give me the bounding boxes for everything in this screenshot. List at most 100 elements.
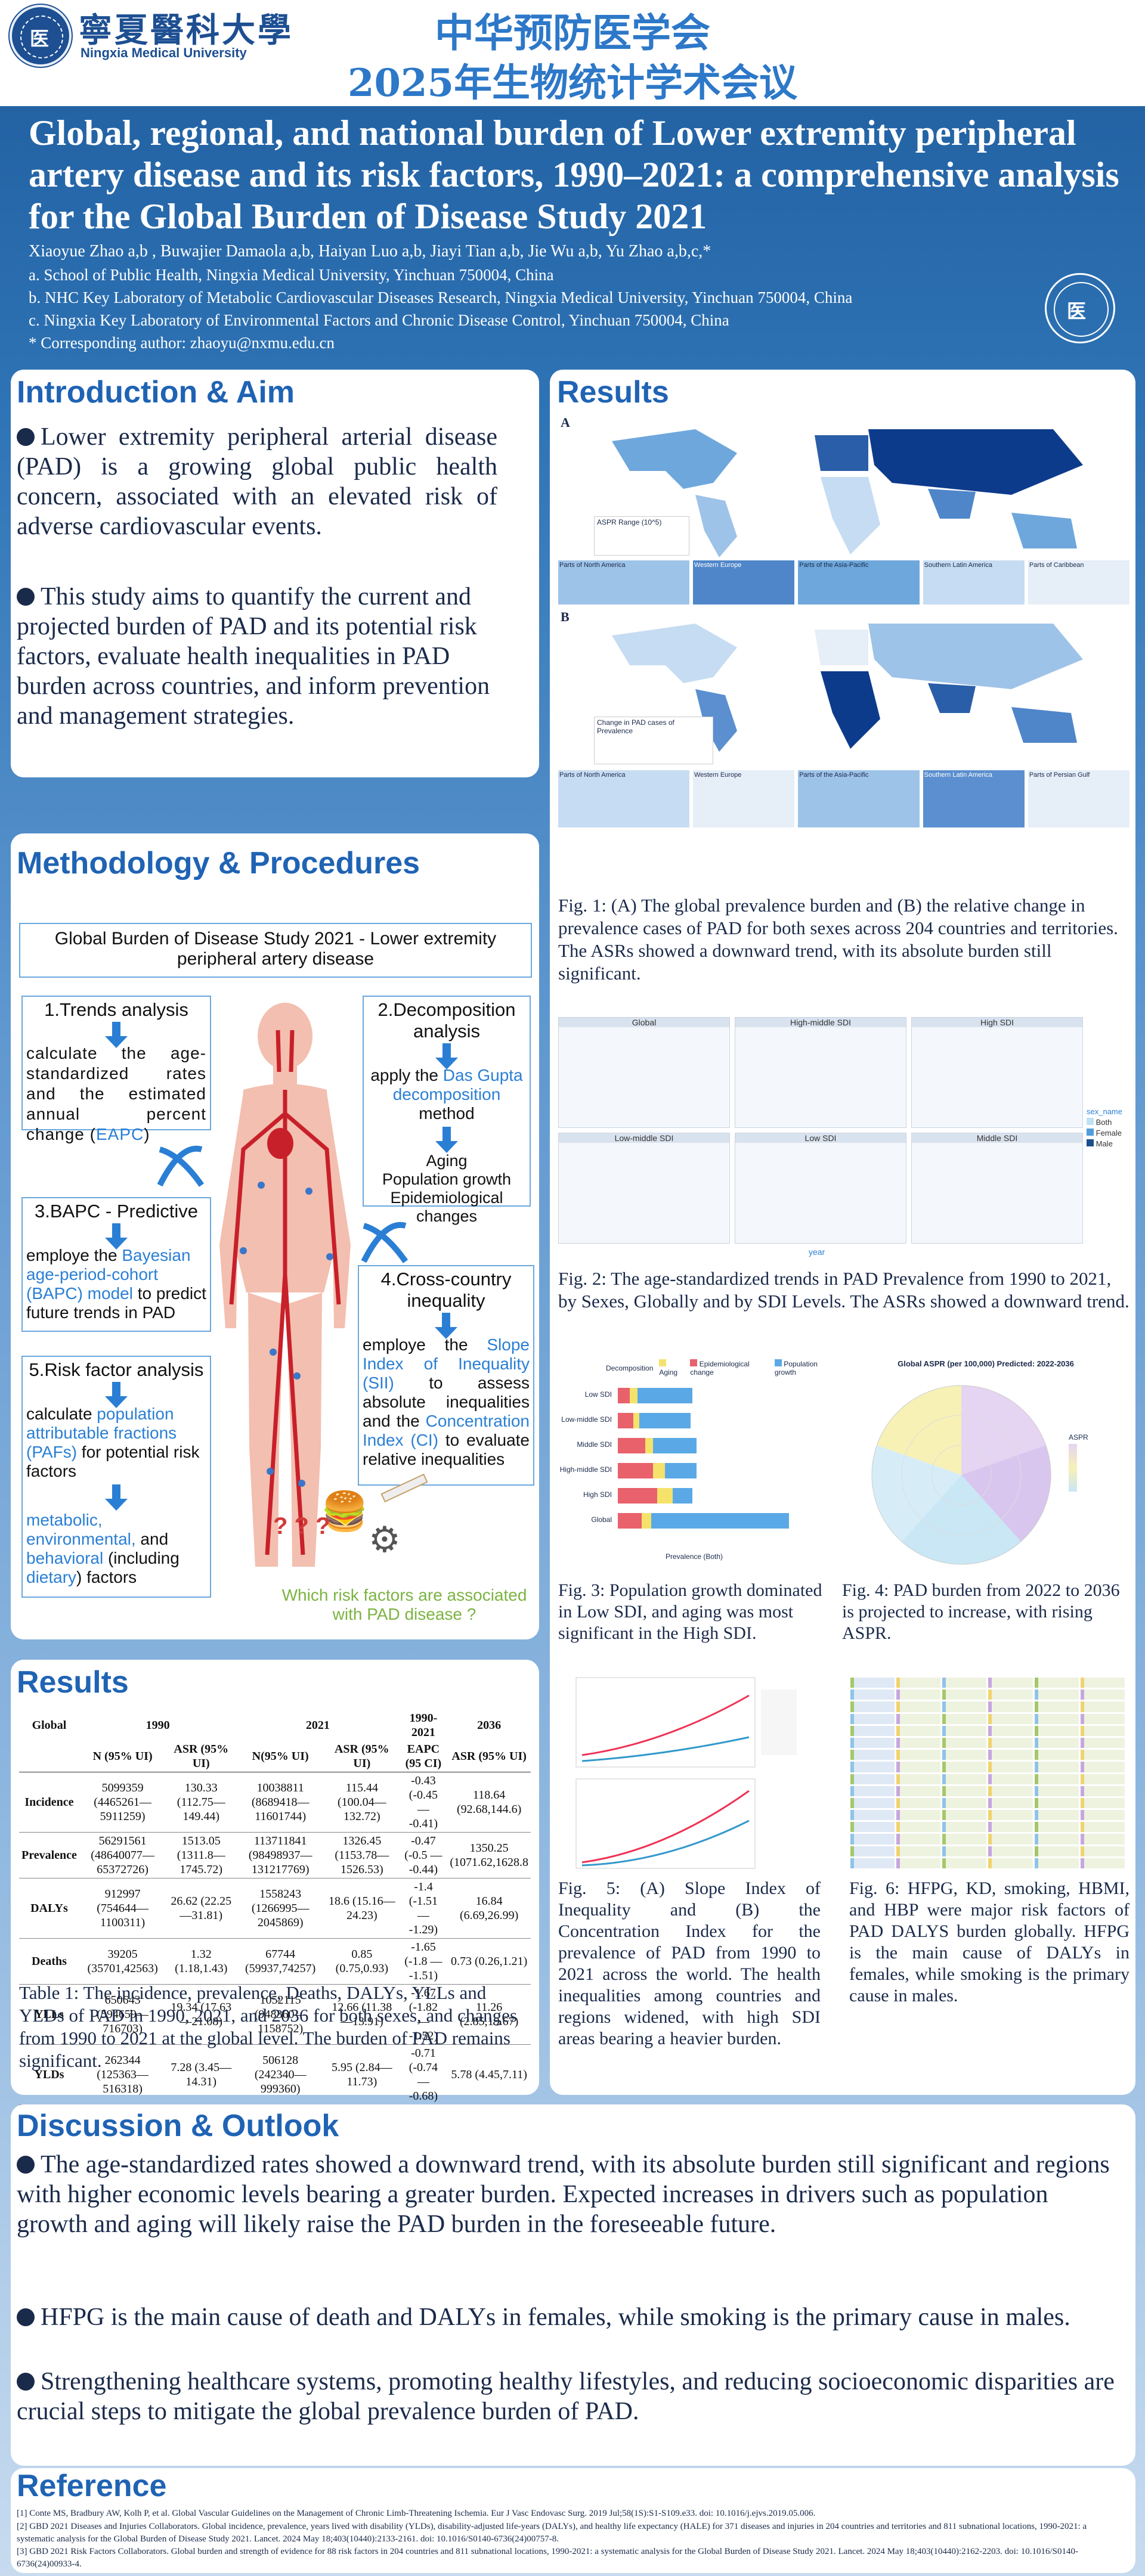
fig3-legend: Decomposition Aging Epidemiological chan… xyxy=(606,1359,818,1377)
results-table-panel: Results Global 1990 2021 1990-2021 2036 N (9… xyxy=(11,1660,539,2105)
author-list: Xiaoyue Zhao a,b , Buwajier Damaola a,b,… xyxy=(29,242,711,261)
table-row: YLDs 262344 (125363—516318) 7.28 (3.45—14.… xyxy=(19,2044,531,2105)
fig4-legend: ASPR xyxy=(1069,1433,1088,1492)
fig2-panel: Middle SDI xyxy=(911,1133,1083,1244)
table-cell: Prevalence xyxy=(19,1832,79,1878)
fig6-cell xyxy=(850,1725,895,1736)
fig6-cell xyxy=(942,1785,987,1796)
fig6-cell xyxy=(988,1810,1033,1821)
figure-caption: Fig. 3: Population growth dominated in L… xyxy=(558,1580,822,1643)
world-map-b xyxy=(612,624,1083,752)
figure-caption: Fig. 4: PAD burden from 2022 to 2036 is … xyxy=(842,1580,1120,1643)
fig3-bar-segment xyxy=(618,1388,630,1403)
section-heading: Results xyxy=(557,375,669,410)
method-trends-box: 1.Trends analysis calculate the age-stan… xyxy=(21,996,211,1143)
table-cell: -1.4 (-1.51 — -1.29) xyxy=(399,1878,448,1939)
fig3-row-label: High SDI xyxy=(583,1490,612,1499)
fig2-panel: Low-middle SDI xyxy=(558,1133,730,1244)
fig3-row: Global xyxy=(558,1511,836,1531)
fig6-cell xyxy=(942,1774,987,1784)
fig6-cell xyxy=(988,1858,1033,1868)
results-table: Global 1990 2021 1990-2021 2036 N (95% UI) AS… xyxy=(19,1710,531,2105)
table-cell: -0.43 (-0.45 — -0.41) xyxy=(399,1772,448,1833)
table-cell: -0.47 (-0.5 — -0.44) xyxy=(399,1832,448,1878)
table-cell: 113711841 (98498937—131217769) xyxy=(236,1832,325,1878)
fig4-title: Global ASPR (per 100,000) Predicted: 202… xyxy=(898,1359,1074,1368)
university-seal-icon: 医 xyxy=(10,5,72,67)
fig6-cell xyxy=(988,1822,1033,1833)
fig6-cell xyxy=(1034,1678,1079,1688)
fig6-cell xyxy=(1034,1762,1079,1772)
university-name-cn: 寧夏醫科大學 xyxy=(79,11,293,50)
table-row: DALYs 912997 (754644—1100311) 26.62 (22.25… xyxy=(19,1878,531,1939)
fig6-cell xyxy=(896,1785,941,1796)
fig3-bar-segment xyxy=(618,1463,654,1478)
fig6-cell xyxy=(988,1725,1033,1736)
fig6-cell xyxy=(1080,1678,1125,1688)
figure-caption: Fig. 6: HFPG, KD, smoking, HBMI, and HBP… xyxy=(849,1878,1129,2005)
fig6-cell xyxy=(1080,1762,1125,1772)
table-cell: 1558243 (1266995—2045869) xyxy=(236,1878,325,1939)
discussion-bullet: Strengthening healthcare systems, promot… xyxy=(17,2368,1115,2425)
fig6-cell xyxy=(942,1750,987,1760)
map-insets: Parts of North America Western Europe Pa… xyxy=(558,770,1130,827)
fig6-cell xyxy=(1034,1797,1079,1809)
fig6-cell xyxy=(942,1737,987,1749)
section-heading: Methodology & Procedures xyxy=(17,846,420,881)
fig3-row-label: High-middle SDI xyxy=(559,1465,612,1474)
fig2-panel: Global xyxy=(558,1017,730,1128)
fig6-cell xyxy=(1080,1834,1125,1845)
fig6-cell xyxy=(850,1737,895,1749)
fig6-cell xyxy=(988,1701,1033,1712)
fig6-cell xyxy=(1034,1690,1079,1700)
fig6-cell xyxy=(988,1762,1033,1772)
fig3-bar-segment xyxy=(618,1513,642,1529)
table-cell: DALYs xyxy=(19,1878,79,1939)
section-heading: Results xyxy=(17,1665,129,1700)
fig6-cell xyxy=(850,1822,895,1833)
fig3-bar-segment xyxy=(651,1513,790,1529)
fig3-bar-segment xyxy=(653,1463,666,1478)
fig6-cell xyxy=(1034,1810,1079,1821)
fig3-bar-segment xyxy=(618,1488,657,1504)
col-header: Global xyxy=(32,1719,67,1732)
method-banner: Global Burden of Disease Study 2021 - Lo… xyxy=(19,923,532,978)
map-b: B Change in PAD cases of Prevalence Part… xyxy=(558,609,1130,830)
junk-food-icon: 🍔 xyxy=(321,1490,369,1534)
reference-panel: Reference [1] Conte MS, Bradbury AW, Kol… xyxy=(11,2468,1135,2573)
figure-caption: Fig. 1: (A) The global prevalence burden… xyxy=(558,895,1118,984)
fig3-bar-segment xyxy=(638,1388,693,1403)
fig4-radial-chart: Global ASPR (per 100,000) Predicted: 202… xyxy=(842,1356,1129,1576)
fig6-cell xyxy=(896,1834,941,1845)
cycle-arrow-icon xyxy=(361,1222,409,1263)
methodology-panel: Methodology & Procedures Global Burden o… xyxy=(11,833,539,1639)
fig6-cell xyxy=(1034,1737,1079,1749)
fig2-panel: High-middle SDI xyxy=(735,1017,906,1128)
fig6-cell xyxy=(1080,1822,1125,1833)
risk-question: Which risk factors are associated with P… xyxy=(281,1586,527,1623)
fig3-row-label: Middle SDI xyxy=(577,1440,612,1449)
table-cell: 5099359 (4465261—5911259) xyxy=(79,1772,166,1833)
fig6-cell xyxy=(850,1713,895,1724)
fig3-bar-segment xyxy=(618,1413,634,1428)
table-cell: 11.26 (2.85,19.67) xyxy=(447,1984,531,2045)
fig6-cell xyxy=(896,1725,941,1736)
cycle-arrow-icon xyxy=(157,1145,205,1187)
fig6-cell xyxy=(896,1713,941,1724)
fig3-bar-segment xyxy=(629,1388,638,1403)
introduction-panel: Introduction & Aim Lower extremity perip… xyxy=(11,370,539,777)
table-cell: YLLs xyxy=(19,1984,79,2045)
table-cell: 1052115 (948360—1158752) xyxy=(236,1984,325,2045)
fig6-cell xyxy=(988,1737,1033,1749)
fig6-cell xyxy=(850,1690,895,1700)
fig6-cell xyxy=(1080,1785,1125,1796)
method-decomposition-box: 2.Decomposition analysis apply the Das G… xyxy=(363,996,531,1225)
table-cell: 67744 (59937,74257) xyxy=(236,1938,325,1985)
fig6-cell xyxy=(850,1701,895,1712)
fig6-cell xyxy=(1034,1725,1079,1736)
fig6-cell xyxy=(896,1737,941,1749)
fig3-row: Middle SDI xyxy=(558,1436,836,1456)
fig6-cell xyxy=(988,1713,1033,1724)
fig3-row: Low-middle SDI xyxy=(558,1411,836,1431)
intro-bullet: This study aims to quantify the current … xyxy=(17,583,490,730)
